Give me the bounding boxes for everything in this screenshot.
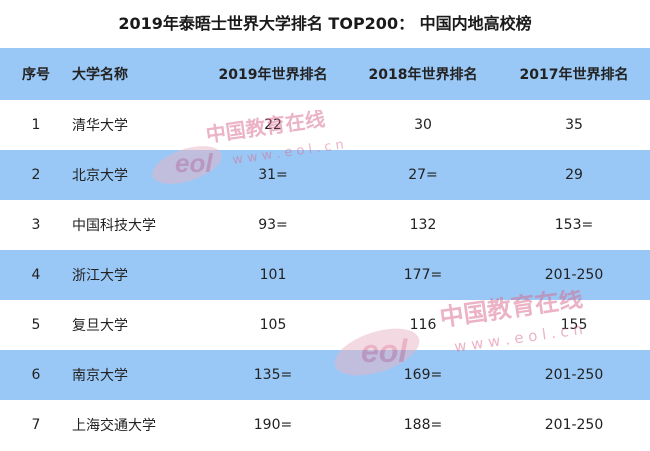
- cell-2018: 116: [409, 317, 437, 333]
- cell-name: 复旦大学: [72, 318, 128, 334]
- cell-2019: 105: [259, 317, 287, 333]
- cell-name: 上海交通大学: [72, 418, 156, 434]
- col-header-rank: 序号: [22, 67, 50, 83]
- cell-2017: 201-250: [544, 267, 604, 283]
- cell-2018: 177=: [403, 267, 443, 283]
- cell-2019: 101: [259, 267, 287, 283]
- cell-2017: 201-250: [544, 367, 604, 383]
- cell-2018: 27=: [408, 167, 438, 183]
- cell-2019: 31=: [258, 167, 288, 183]
- table-header-row: 序号 大学名称 2019年世界排名 2018年世界排名 2017年世界排名: [0, 48, 650, 100]
- cell-name: 浙江大学: [72, 268, 128, 284]
- cell-2017: 35: [565, 117, 583, 133]
- cell-2019: 190=: [253, 417, 293, 433]
- cell-2018: 169=: [403, 367, 443, 383]
- cell-2019: 135=: [253, 367, 293, 383]
- cell-2017: 29: [565, 167, 583, 183]
- table-row: 3 中国科技大学 93= 132 153=: [0, 200, 650, 250]
- cell-rank: 1: [31, 117, 41, 133]
- cell-name: 南京大学: [72, 368, 128, 384]
- table-row: 1 清华大学 22 30 35: [0, 100, 650, 150]
- cell-rank: 7: [31, 417, 41, 433]
- cell-rank: 5: [31, 317, 41, 333]
- table-row: 2 北京大学 31= 27= 29: [0, 150, 650, 200]
- table-row: 6 南京大学 135= 169= 201-250: [0, 350, 650, 400]
- table-row: 5 复旦大学 105 116 155: [0, 300, 650, 350]
- col-header-2019: 2019年世界排名: [218, 67, 328, 83]
- cell-2018: 132: [409, 217, 437, 233]
- cell-rank: 6: [31, 367, 41, 383]
- col-header-name: 大学名称: [72, 67, 128, 83]
- table-row: 7 上海交通大学 190= 188= 201-250: [0, 400, 650, 450]
- cell-2019: 93=: [258, 217, 288, 233]
- page-title: 2019年泰晤士世界大学排名 TOP200： 中国内地高校榜: [118, 14, 532, 33]
- cell-rank: 3: [31, 217, 41, 233]
- cell-2017: 155: [560, 317, 588, 333]
- table-row: 4 浙江大学 101 177= 201-250: [0, 250, 650, 300]
- cell-2018: 188=: [403, 417, 443, 433]
- cell-rank: 2: [31, 167, 41, 183]
- cell-2017: 153=: [554, 217, 594, 233]
- cell-rank: 4: [31, 267, 41, 283]
- col-header-2017: 2017年世界排名: [519, 67, 629, 83]
- cell-2018: 30: [414, 117, 432, 133]
- cell-2017: 201-250: [544, 417, 604, 433]
- cell-name: 中国科技大学: [72, 218, 156, 234]
- col-header-2018: 2018年世界排名: [368, 67, 478, 83]
- cell-name: 清华大学: [72, 118, 128, 134]
- ranking-table: 序号 大学名称 2019年世界排名 2018年世界排名 2017年世界排名 1 …: [0, 48, 650, 450]
- cell-2019: 22: [264, 117, 282, 133]
- cell-name: 北京大学: [72, 168, 128, 184]
